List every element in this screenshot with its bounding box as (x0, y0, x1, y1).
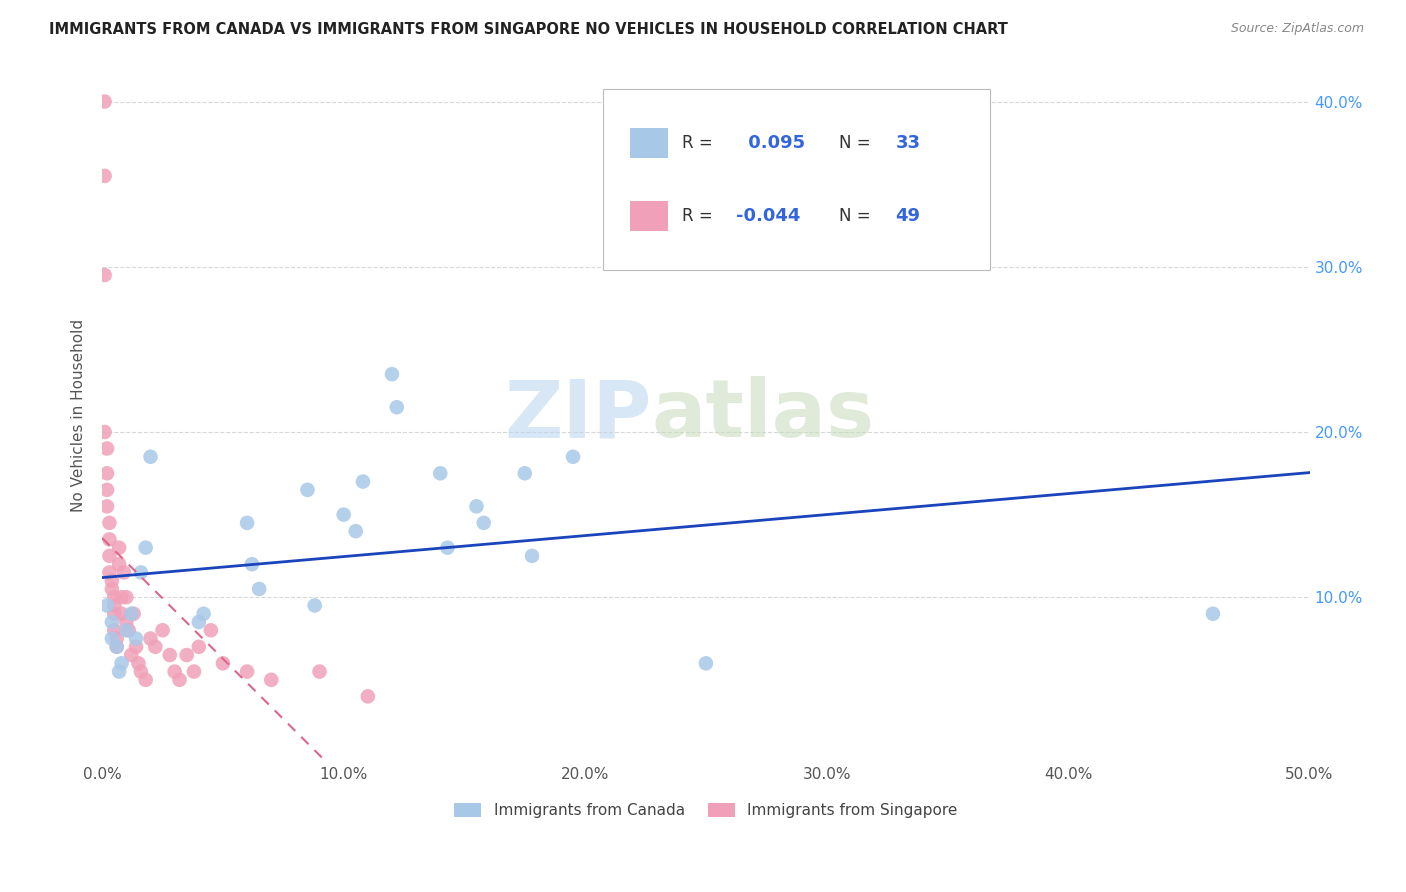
Point (125, 640, 148, 654)
Point (103, 607, 125, 621)
Point (304, 599, 326, 613)
Point (139, 632, 162, 646)
Point (125, 632, 148, 646)
Point (110, 657, 132, 671)
Point (96, 467, 118, 481)
Point (436, 541, 458, 555)
Point (122, 607, 145, 621)
Point (98, 549, 121, 563)
Point (101, 574, 124, 588)
Text: -0.044: -0.044 (737, 207, 800, 225)
Text: atlas: atlas (651, 376, 875, 455)
Point (129, 566, 152, 580)
Point (93, 425, 115, 439)
Point (105, 640, 128, 654)
Point (96, 483, 118, 497)
Y-axis label: No Vehicles in Household: No Vehicles in Household (72, 319, 86, 512)
Text: ZIP: ZIP (505, 376, 651, 455)
Point (120, 648, 142, 662)
Point (115, 624, 138, 638)
Point (344, 524, 367, 538)
Point (562, 450, 585, 464)
Point (236, 516, 259, 530)
Legend: Immigrants from Canada, Immigrants from Singapore: Immigrants from Canada, Immigrants from … (449, 797, 965, 824)
Point (115, 591, 138, 605)
Point (152, 624, 174, 638)
Point (110, 607, 132, 621)
Text: R =: R = (682, 207, 713, 225)
Point (108, 541, 131, 555)
Point (96, 500, 118, 514)
Point (520, 549, 543, 563)
Point (120, 607, 142, 621)
Point (101, 582, 124, 596)
Point (135, 673, 157, 687)
Point (96, 442, 118, 456)
Point (308, 665, 330, 679)
Point (93, 268, 115, 282)
Point (381, 367, 404, 381)
Point (212, 657, 235, 671)
Point (101, 615, 124, 629)
Point (118, 624, 141, 638)
Point (187, 640, 209, 654)
Point (465, 500, 488, 514)
Point (332, 508, 354, 522)
Point (93, 169, 115, 183)
Point (187, 615, 209, 629)
Point (103, 624, 125, 638)
Point (176, 648, 198, 662)
Point (103, 591, 125, 605)
Text: IMMIGRANTS FROM CANADA VS IMMIGRANTS FROM SINGAPORE NO VEHICLES IN HOUSEHOLD COR: IMMIGRANTS FROM CANADA VS IMMIGRANTS FRO… (49, 22, 1008, 37)
Point (135, 541, 157, 555)
Point (163, 665, 186, 679)
Point (101, 632, 124, 646)
Point (105, 632, 128, 646)
Point (159, 648, 181, 662)
Point (357, 690, 380, 704)
Point (240, 557, 263, 571)
Point (115, 615, 138, 629)
Point (260, 673, 283, 687)
Point (98, 533, 121, 547)
Text: 49: 49 (896, 207, 921, 225)
Point (108, 665, 131, 679)
Point (429, 467, 451, 481)
Point (129, 665, 152, 679)
Point (98, 566, 121, 580)
Point (247, 582, 270, 596)
Point (200, 624, 222, 638)
FancyBboxPatch shape (630, 201, 668, 231)
Point (183, 665, 205, 679)
Point (110, 591, 132, 605)
Point (236, 665, 259, 679)
Point (139, 450, 162, 464)
Text: N =: N = (838, 207, 870, 225)
Point (108, 557, 131, 571)
Point (513, 467, 536, 481)
Point (385, 401, 408, 415)
Text: R =: R = (682, 134, 713, 152)
Point (112, 566, 135, 580)
Point (1202, 607, 1225, 621)
FancyBboxPatch shape (603, 89, 990, 269)
Point (169, 673, 191, 687)
Point (96, 599, 118, 613)
Text: 33: 33 (896, 134, 921, 152)
Point (93, 95, 115, 109)
FancyBboxPatch shape (630, 128, 668, 158)
Point (105, 640, 128, 654)
Text: Source: ZipAtlas.com: Source: ZipAtlas.com (1230, 22, 1364, 36)
Point (103, 599, 125, 613)
Point (472, 516, 495, 530)
Point (98, 516, 121, 530)
Point (695, 657, 717, 671)
Point (143, 640, 166, 654)
Point (193, 607, 215, 621)
Text: N =: N = (838, 134, 870, 152)
Point (352, 475, 374, 489)
Text: 0.095: 0.095 (742, 134, 806, 152)
Point (297, 483, 319, 497)
Point (127, 657, 149, 671)
